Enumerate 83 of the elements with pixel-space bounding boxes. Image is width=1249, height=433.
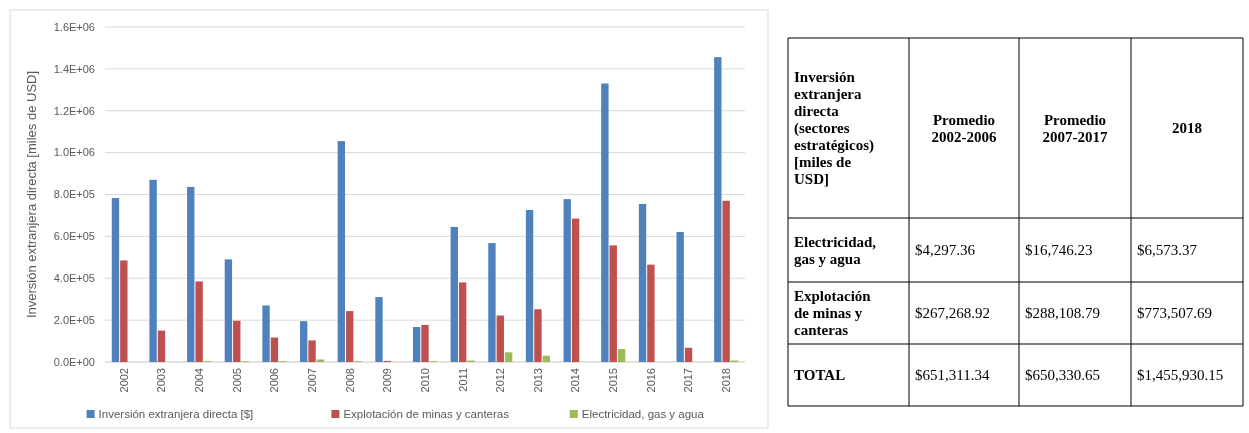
bar: [375, 297, 383, 362]
bar: [412, 327, 421, 362]
bar: [195, 281, 203, 362]
text: $6,573.37: [1137, 242, 1197, 259]
text: $16,746.23: [1025, 242, 1093, 259]
text: $773,507.69: [1137, 305, 1212, 322]
y-tick-label: 1.2E+06: [53, 104, 95, 117]
bar: [638, 203, 647, 362]
bar: [337, 141, 346, 362]
x-tick-label: 2010: [418, 368, 431, 393]
y-tick-label: 4.0E+05: [53, 272, 95, 285]
y-tick-label: 2.0E+05: [53, 313, 95, 326]
legend-label: Electricidad, gas y agua: [581, 408, 705, 420]
y-tick-label: 1.6E+06: [53, 20, 95, 33]
x-tick-label: 2012: [494, 368, 507, 393]
text: $267,268.92: [915, 305, 990, 322]
x-tick-label: 2016: [644, 368, 657, 393]
category-label: Promedio 2007-2017: [1042, 111, 1108, 145]
x-tick-label: 2007: [305, 368, 318, 393]
y-tick-label: 1.0E+06: [53, 146, 95, 159]
x-tick-label: 2006: [268, 368, 281, 393]
x-tick-label: 2002: [117, 368, 130, 393]
bar: [684, 347, 693, 362]
bar: [224, 259, 233, 362]
bar: [534, 309, 542, 362]
bar: [187, 186, 195, 362]
bar: [504, 352, 513, 362]
bar: [270, 337, 279, 362]
bar: [300, 321, 308, 362]
y-tick-label: 1.4E+06: [53, 62, 95, 75]
x-tick-label: 2015: [607, 368, 620, 393]
bar: [647, 264, 655, 362]
bar: [157, 330, 166, 362]
text: Inversión extranjera directa (sectores estratégicos) [miles de USD]: [794, 69, 874, 188]
bar: [111, 198, 120, 362]
y-tick-label: 6.0E+05: [53, 230, 95, 243]
bar: [421, 324, 429, 362]
category-label: Promedio 2002-2006: [931, 111, 997, 145]
bar: [496, 315, 504, 362]
bar: [722, 200, 730, 362]
x-tick-label: 2014: [569, 368, 582, 393]
bar: [601, 83, 609, 362]
text: $651,311.34: [915, 367, 990, 384]
text: $288,108.79: [1025, 305, 1100, 322]
category-label: 2018: [1172, 120, 1202, 137]
text: $1,455,930.15: [1137, 367, 1224, 384]
x-tick-label: 2004: [192, 368, 205, 393]
bar: [233, 320, 241, 362]
bar: [617, 349, 626, 362]
bar: [609, 245, 617, 362]
bar: [316, 359, 325, 362]
bar: [450, 226, 458, 362]
text: $650,330.65: [1025, 367, 1100, 384]
bar: [120, 260, 128, 362]
y-tick-label: 8.0E+05: [53, 188, 95, 201]
x-tick-label: 2009: [381, 368, 394, 393]
y-tick-label: 0.0E+00: [53, 355, 95, 368]
bar: [458, 282, 467, 362]
bar: [571, 218, 580, 362]
category-label: Electricidad, gas y agua: [794, 233, 877, 267]
bar: [149, 179, 157, 362]
bar: [308, 340, 316, 362]
x-tick-label: 2013: [531, 368, 544, 393]
x-tick-label: 2003: [155, 368, 168, 393]
x-tick-label: 2017: [682, 368, 695, 393]
bar: [262, 305, 270, 362]
category-label: TOTAL: [794, 367, 846, 384]
bar: [542, 355, 550, 362]
bar: [488, 243, 496, 362]
bar: [563, 199, 571, 362]
x-tick-label: 2005: [230, 368, 243, 393]
bar: [346, 311, 354, 362]
legend-label: Inversión extranjera directa [$]: [98, 408, 254, 420]
category-label: Explotación de minas y canteras: [794, 288, 871, 339]
text: $4,297.36: [915, 242, 975, 259]
x-tick-label: 2011: [456, 368, 469, 392]
x-tick-label: 2018: [720, 368, 733, 393]
bar: [676, 231, 684, 362]
bar: [714, 57, 722, 362]
bar: [525, 209, 534, 362]
legend-label: Explotación de minas y canteras: [343, 408, 510, 420]
x-tick-label: 2008: [343, 368, 356, 393]
y-axis-title: Inversión extranjera directa [miles de USD]: [24, 70, 39, 319]
